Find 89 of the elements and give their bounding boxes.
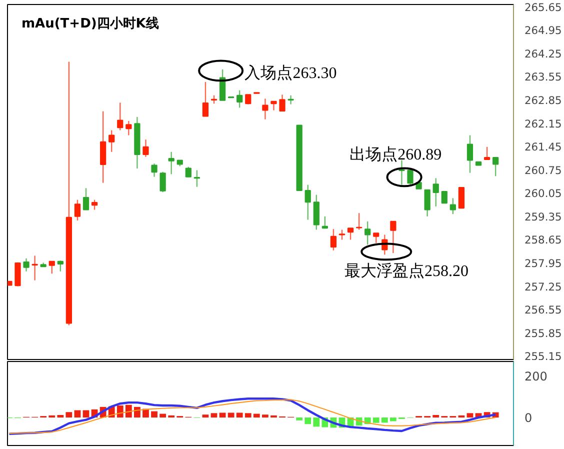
y-tick-label: 258.65 xyxy=(524,234,562,247)
bar xyxy=(151,411,158,418)
candlestick xyxy=(262,98,268,120)
y-tick-label: 255.15 xyxy=(524,350,562,364)
candlestick xyxy=(432,178,439,208)
candlestick xyxy=(82,188,90,210)
candlestick xyxy=(458,186,465,209)
bar xyxy=(116,405,124,418)
candlestick xyxy=(288,94,294,105)
candlestick xyxy=(441,190,448,204)
candlestick xyxy=(23,258,30,272)
annotation: 最大浮盈点258.20 xyxy=(344,262,469,280)
y-tick-label: 263.55 xyxy=(524,70,562,84)
bar xyxy=(82,410,90,418)
candlestick xyxy=(390,220,396,254)
bar xyxy=(125,404,132,418)
bar xyxy=(228,412,234,418)
bar xyxy=(244,413,252,418)
candlestick xyxy=(373,232,380,244)
candlestick xyxy=(57,260,64,272)
bar xyxy=(296,418,303,420)
candlestick xyxy=(142,138,149,158)
y-tick-label: 255.85 xyxy=(524,326,562,340)
y-tick-label: 259.35 xyxy=(524,210,562,224)
candlestick xyxy=(466,134,474,174)
candlestick xyxy=(202,81,209,117)
y-tick-label: 261.45 xyxy=(524,140,562,154)
candlestick xyxy=(219,68,226,101)
candlestick xyxy=(117,102,124,131)
candlestick xyxy=(450,198,456,215)
bar xyxy=(262,414,268,418)
bar xyxy=(210,413,218,418)
y-tick-label: 264.25 xyxy=(524,47,562,60)
y-tick-label: 264.95 xyxy=(524,24,562,38)
candlestick xyxy=(364,220,371,246)
y-tick-label: 260.75 xyxy=(524,164,562,177)
candlestick xyxy=(338,229,346,240)
candlestick xyxy=(484,146,490,160)
candlestick xyxy=(322,216,328,229)
candlestick xyxy=(185,166,192,178)
y-tick-label: 256.55 xyxy=(524,304,562,317)
candlestick xyxy=(91,199,98,210)
bar xyxy=(313,418,320,427)
candlestick xyxy=(236,90,243,108)
bar xyxy=(236,412,243,418)
candlestick xyxy=(160,171,166,193)
candlestick xyxy=(398,160,405,186)
candlestick xyxy=(108,130,115,152)
bar xyxy=(372,418,380,423)
y-tick-label: 262.85 xyxy=(524,94,562,107)
candlestick xyxy=(304,184,311,220)
candlestick xyxy=(32,255,38,281)
bar xyxy=(160,414,166,418)
bar xyxy=(304,418,312,424)
y-tick-label: 265.65 xyxy=(524,0,562,14)
text: mAu(T+D)四小时K线 xyxy=(22,16,159,32)
annotation: 入场点263.30 xyxy=(244,64,337,82)
bar xyxy=(219,412,226,418)
candlestick xyxy=(330,228,337,251)
y-tick-label: 260.05 xyxy=(524,187,562,200)
candlestick xyxy=(347,227,354,240)
candlestick xyxy=(245,94,252,105)
candlestick xyxy=(270,100,277,111)
y-tick-label: 262.15 xyxy=(524,117,562,130)
candlestick xyxy=(279,94,286,112)
candlestick xyxy=(126,120,132,136)
bar xyxy=(202,414,209,418)
annotation: 出场点260.89 xyxy=(350,146,442,164)
candlestick xyxy=(492,156,499,177)
bar xyxy=(74,410,81,418)
bar xyxy=(253,414,260,418)
bar xyxy=(466,413,474,418)
candlestick xyxy=(168,151,174,175)
candlestick xyxy=(313,194,320,230)
y-tick-label: 257.95 xyxy=(524,257,562,270)
y-tick-label: 257.25 xyxy=(524,280,562,294)
bar xyxy=(381,418,388,423)
candlestick xyxy=(194,170,200,188)
bar xyxy=(66,412,72,418)
y-tick-label: 0 xyxy=(524,411,532,425)
candlestick xyxy=(100,110,106,184)
y-tick-label: 200 xyxy=(524,370,548,384)
candlestick xyxy=(74,199,81,222)
candlestick xyxy=(424,189,430,218)
candlestick xyxy=(407,168,414,186)
candlestick xyxy=(48,260,55,274)
candlestick xyxy=(151,162,158,178)
candlestick xyxy=(14,262,21,287)
bar xyxy=(390,418,396,422)
